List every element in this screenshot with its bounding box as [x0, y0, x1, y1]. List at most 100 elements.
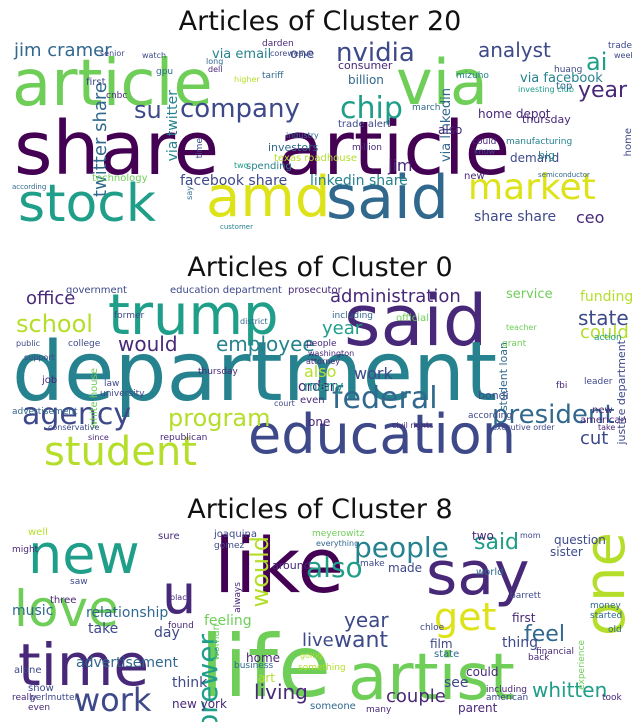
word: u	[162, 563, 197, 626]
word: old	[608, 625, 622, 635]
word: could	[472, 137, 497, 147]
word: someone	[310, 701, 356, 712]
word: took	[602, 693, 622, 703]
word: might	[12, 545, 39, 555]
cluster-8-panel: Articles of Cluster 8 like say new life …	[0, 490, 640, 725]
word: home	[246, 651, 281, 665]
word: billion	[348, 73, 384, 87]
word: woman	[211, 624, 222, 661]
cluster-0-panel: Articles of Cluster 0 said department tr…	[0, 244, 640, 480]
word: law	[104, 379, 120, 389]
word: top	[556, 81, 573, 92]
word: including	[332, 311, 373, 321]
cluster-0-wordcloud: said department trump education student …	[8, 284, 632, 476]
cluster-0-title: Articles of Cluster 0	[187, 252, 453, 283]
word: long	[206, 57, 224, 66]
word: grant	[502, 339, 527, 349]
word: demand	[510, 151, 560, 165]
word: day	[154, 625, 180, 641]
word: executive order	[492, 423, 555, 432]
word: including	[486, 685, 527, 695]
word: president	[492, 400, 615, 430]
word: even	[300, 395, 325, 406]
word: like	[214, 526, 345, 610]
word: work	[354, 364, 393, 383]
word: make	[360, 559, 385, 569]
word: manufacturing	[506, 137, 573, 147]
word: two	[472, 529, 494, 543]
word: administration	[330, 286, 461, 307]
word: republican	[160, 433, 208, 443]
word: could	[580, 322, 629, 343]
word: would	[118, 332, 178, 356]
word: washington	[308, 349, 355, 358]
word: want	[334, 628, 389, 653]
word: consumer	[338, 59, 393, 72]
word: around	[272, 559, 311, 572]
word: say	[185, 186, 194, 200]
word: official	[396, 313, 429, 324]
word: year	[578, 78, 628, 103]
word: district	[240, 317, 268, 326]
word: investors	[268, 141, 319, 154]
word: first	[512, 611, 536, 625]
word: semiconductor	[538, 171, 590, 179]
word: life	[200, 617, 331, 717]
word: according	[12, 183, 47, 191]
word: three	[50, 595, 77, 606]
word: also	[438, 123, 463, 137]
word: government	[66, 285, 127, 296]
word: dell	[208, 65, 223, 74]
word: job	[42, 375, 58, 386]
word: ai	[586, 48, 608, 76]
word: state	[434, 649, 460, 660]
word: via	[396, 46, 488, 119]
word: conservative	[48, 423, 100, 432]
word: linkedin share	[310, 173, 408, 189]
word: school	[16, 310, 93, 338]
word: senior	[100, 49, 125, 58]
word: darden	[262, 39, 294, 49]
word: living	[254, 680, 308, 704]
word: experience	[577, 640, 587, 690]
word: two	[234, 161, 249, 170]
word: trump	[108, 284, 279, 348]
word: big	[538, 149, 556, 162]
word: feeling	[204, 613, 252, 629]
word: order	[298, 379, 336, 395]
word: cnbc	[106, 91, 128, 101]
word: advertisement	[76, 655, 179, 671]
word: spending	[246, 161, 292, 172]
word: analyst	[478, 38, 551, 62]
word: question	[554, 533, 606, 547]
word: film	[430, 637, 453, 651]
word: chip	[340, 91, 403, 126]
word: saw	[70, 577, 88, 587]
word: well	[28, 527, 48, 538]
word: barrett	[510, 591, 541, 601]
word: industry	[286, 131, 319, 140]
word: year	[344, 608, 389, 632]
word: ceo	[576, 208, 605, 227]
word: couple	[386, 686, 446, 707]
word: via email	[212, 47, 272, 62]
word: agency	[22, 397, 132, 432]
word: share	[14, 106, 220, 192]
word: higher	[234, 75, 260, 84]
word: always	[233, 582, 243, 613]
word: black	[170, 593, 192, 602]
word: mizuho	[456, 71, 489, 81]
word: program	[168, 404, 271, 432]
word: say	[426, 539, 530, 609]
word: business	[234, 661, 274, 671]
word: jim	[388, 156, 413, 175]
word: investing club	[518, 85, 574, 94]
word: state	[578, 306, 629, 330]
word: time	[18, 631, 150, 699]
word: education department	[170, 285, 282, 296]
word: even	[28, 703, 51, 713]
word: cut	[580, 428, 609, 449]
word: via twitter	[165, 90, 181, 162]
word: share share	[474, 209, 557, 225]
word: su	[134, 96, 162, 124]
